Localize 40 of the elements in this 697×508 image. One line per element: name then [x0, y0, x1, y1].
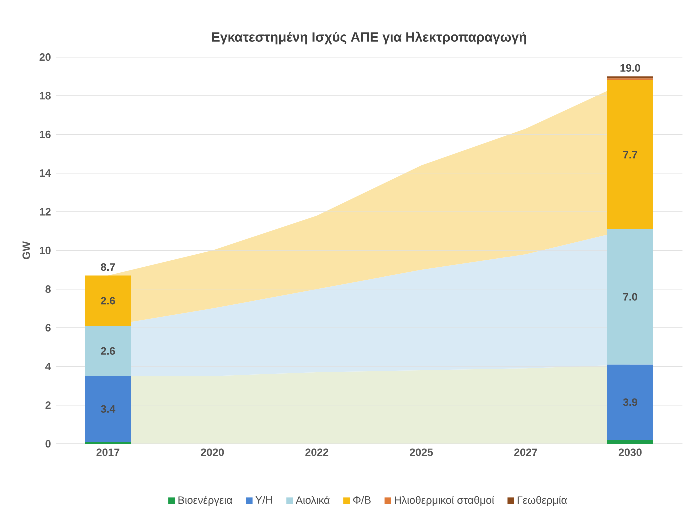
bar: [607, 229, 654, 365]
y-axis-title: GW: [22, 241, 30, 260]
bar: [85, 326, 132, 376]
x-tick-label: 2027: [514, 448, 538, 456]
y-tick-label: 10: [40, 246, 51, 254]
legend-label: Γεωθερμία: [518, 496, 568, 506]
x-tick-label: 2030: [618, 448, 642, 456]
y-tick-label: 6: [46, 324, 51, 332]
bar: [85, 276, 132, 326]
data-label: 3.4: [101, 405, 116, 413]
y-tick-label: 4: [46, 362, 52, 370]
legend-label: Φ/Β: [353, 496, 371, 504]
chart-title: Εγκατεστημένη Ισχύς ΑΠΕ για Ηλεκτροπαραγωγή: [212, 32, 526, 45]
y-tick-label: 8: [46, 286, 51, 294]
bar: [85, 376, 132, 442]
data-label: 7.7: [623, 151, 638, 159]
bar: [607, 364, 654, 440]
legend-label: Βιοενέργεια: [178, 496, 233, 506]
data-label: 7.0: [623, 293, 638, 301]
legend-label: Ηλιοθερμικοί σταθμοί: [395, 496, 494, 506]
y-tick-label: 16: [40, 130, 51, 138]
total-label: 8.7: [101, 264, 116, 272]
y-tick-label: 12: [40, 208, 51, 216]
bar: [607, 80, 654, 230]
x-tick-label: 2022: [306, 448, 329, 456]
bar: [607, 440, 654, 444]
total-label: 19.0: [620, 64, 640, 72]
y-tick-label: 0: [46, 440, 51, 448]
y-tick-label: 20: [40, 54, 51, 62]
y-tick-label: 2: [46, 402, 51, 410]
data-label: 2.6: [101, 347, 116, 355]
data-label: 2.6: [101, 297, 116, 305]
x-tick-label: 2017: [96, 448, 120, 456]
x-tick-label: 2020: [201, 448, 224, 456]
legend-label: Αιολικά: [296, 496, 330, 504]
data-label: 3.9: [623, 398, 638, 406]
y-tick-label: 18: [40, 92, 51, 100]
y-tick-label: 14: [40, 170, 52, 177]
legend-label: Υ/Η: [256, 496, 272, 504]
x-tick-label: 2025: [410, 448, 434, 456]
